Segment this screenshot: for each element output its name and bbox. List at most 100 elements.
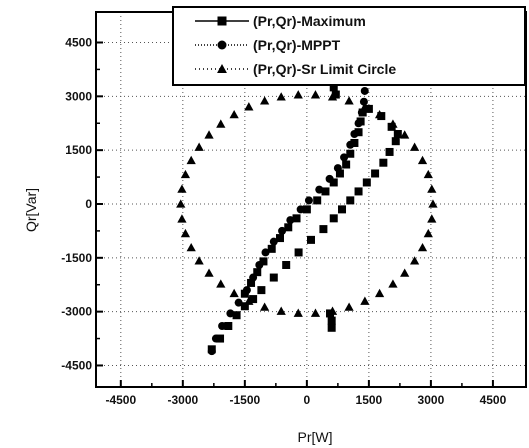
series-2-point	[235, 299, 243, 307]
series-3-point	[277, 307, 286, 315]
x-tick-label: 3000	[418, 393, 445, 407]
series-2-point	[249, 274, 257, 282]
series-2-point	[355, 119, 363, 127]
series-2-point	[243, 286, 251, 294]
series-3-point	[344, 302, 353, 310]
x-tick-label: -1500	[229, 393, 260, 407]
series-1-point	[307, 236, 315, 244]
series-3-point	[216, 279, 225, 287]
series-3-point	[388, 279, 397, 287]
series-2-point	[212, 335, 220, 343]
series-2-point	[278, 227, 286, 235]
series-3-point	[244, 102, 253, 110]
series-2-point	[270, 238, 278, 246]
series-1-point	[319, 225, 327, 233]
series-2-point	[286, 216, 294, 224]
series-1-point	[328, 324, 336, 332]
series-2-point	[226, 309, 234, 317]
series-3-point	[418, 243, 427, 251]
series-1	[208, 83, 402, 353]
x-tick-label: 1500	[356, 393, 383, 407]
x-axis-title: Pr[W]	[298, 429, 333, 445]
series-2-point	[346, 141, 354, 149]
y-axis-title: Qr[Var]	[23, 188, 39, 232]
series-3-point	[400, 268, 409, 276]
series-2-point	[350, 130, 358, 138]
x-tick-label: -3000	[167, 393, 198, 407]
series-3-point	[418, 156, 427, 164]
series-2-point	[326, 175, 334, 183]
x-tick-label: 4500	[480, 393, 507, 407]
x-tick-label: -4500	[105, 393, 136, 407]
series-3-point	[360, 297, 369, 305]
series-3-point	[260, 96, 269, 104]
series-1-point	[282, 261, 290, 269]
series-1-point	[330, 214, 338, 222]
y-tick-label: 0	[85, 197, 92, 211]
series-1-point	[257, 286, 265, 294]
x-tick-label: 0	[304, 393, 311, 407]
series-3-point	[344, 96, 353, 104]
series-1-point	[313, 196, 321, 204]
series-1-point	[342, 161, 350, 169]
series-3-point	[260, 302, 269, 310]
series-2-point	[361, 87, 369, 95]
y-tick-label: -3000	[61, 305, 92, 319]
series-1-point	[338, 205, 346, 213]
series-1-point	[346, 196, 354, 204]
series-3-point	[204, 130, 213, 138]
series-3-point	[230, 110, 239, 118]
series-3-point	[294, 309, 303, 317]
series-3-point	[181, 229, 190, 237]
legend-marker-1	[218, 17, 227, 26]
legend-marker-2	[218, 41, 227, 50]
series-3-point	[177, 184, 186, 192]
series-3-point	[410, 142, 419, 150]
series-3-point	[216, 119, 225, 127]
series-1-point	[392, 137, 400, 145]
series-2-point	[208, 347, 216, 355]
series-3-point	[204, 268, 213, 276]
axis-ticks: -4500 -3000 -1500 0 1500 3000 4500 -4500 -3000 -1…	[61, 36, 506, 407]
series-1-point	[379, 159, 387, 167]
series-2-point	[262, 248, 270, 256]
series-1-point	[355, 187, 363, 195]
series-3-point	[294, 90, 303, 98]
series-3-point	[181, 170, 190, 178]
series-1-point	[295, 248, 303, 256]
series-1-point	[386, 148, 394, 156]
legend-label-2: (Pr,Qr)-MPPT	[253, 37, 341, 53]
series-3-point	[187, 243, 196, 251]
series-2-point	[315, 186, 323, 194]
series-1-point	[328, 317, 336, 325]
series-2	[208, 87, 369, 355]
series-2-point	[255, 261, 263, 269]
series-2-point	[334, 164, 342, 172]
series-2-point	[340, 153, 348, 161]
y-tick-label: 3000	[65, 89, 92, 103]
series-3-point	[311, 90, 320, 98]
series-1-point	[270, 274, 278, 282]
legend: (Pr,Qr)-Maximum (Pr,Qr)-MPPT (Pr,Qr)-Sr Li…	[173, 7, 525, 85]
y-tick-label: -1500	[61, 251, 92, 265]
legend-label-3: (Pr,Qr)-Sr Limit Circle	[253, 61, 396, 77]
series-3-point	[176, 199, 185, 207]
series-3-point	[311, 309, 320, 317]
series-3-point	[194, 142, 203, 150]
series-3-point	[427, 184, 436, 192]
y-tick-label: -4500	[61, 358, 92, 372]
series-2-point	[305, 196, 313, 204]
series-3-point	[177, 214, 186, 222]
series-3-point	[427, 214, 436, 222]
y-tick-label: 1500	[65, 143, 92, 157]
series-3-point	[375, 289, 384, 297]
series-3-point	[230, 289, 239, 297]
series-3-point	[194, 256, 203, 264]
series-2-point	[218, 322, 226, 330]
y-tick-label: 4500	[65, 36, 92, 50]
series-2-point	[297, 205, 305, 213]
series-1-point	[394, 130, 402, 138]
series-3-point	[410, 256, 419, 264]
series-3-point	[424, 229, 433, 237]
